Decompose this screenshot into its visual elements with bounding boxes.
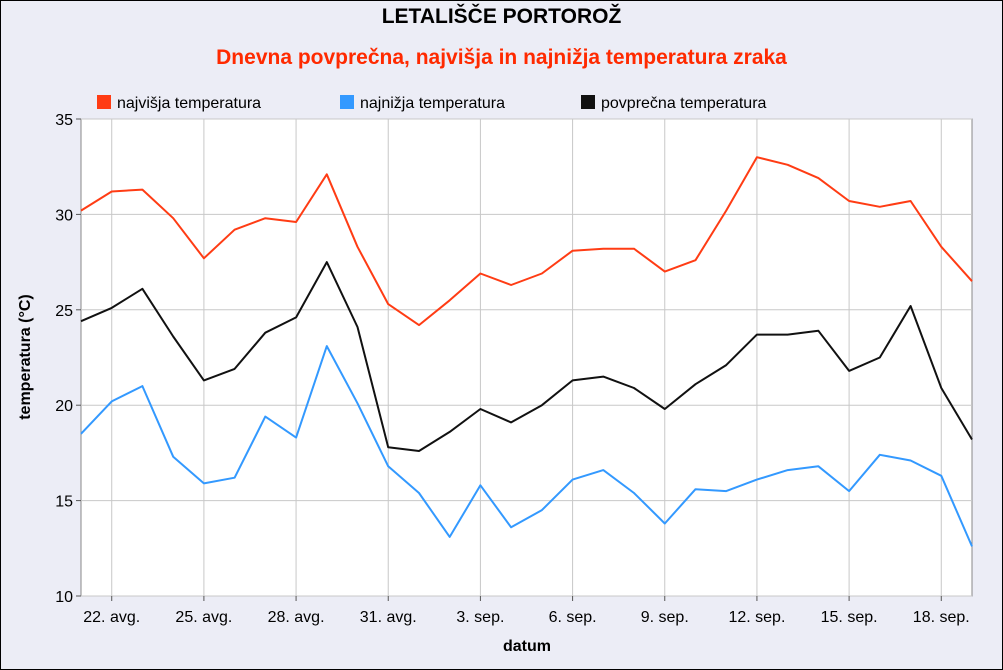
- legend-label: povprečna temperatura: [601, 95, 767, 112]
- chart-subtitle: Dnevna povprečna, najvišja in najnižja t…: [216, 46, 787, 69]
- x-tick-label: 18. sep.: [913, 609, 970, 626]
- series-line-2: [80, 345, 973, 547]
- x-tick-label: 3. sep.: [456, 609, 504, 626]
- legend-swatch: [581, 95, 595, 109]
- x-tick-label: 9. sep.: [641, 609, 689, 626]
- plot-area: [80, 118, 973, 597]
- y-tick-label: 10: [55, 589, 73, 606]
- grid-lines: [81, 118, 972, 597]
- x-axis-title: datum: [503, 638, 551, 655]
- y-axis-ticks: 10 15 20 25 30 35: [55, 112, 81, 606]
- x-tick-label: 12. sep.: [728, 609, 785, 626]
- series-line-3: [80, 261, 973, 452]
- legend-label: najnižja temperatura: [360, 95, 505, 112]
- x-axis-ticks: 22. avg. 25. avg. 28. avg. 31. avg. 3. sep. 6…: [83, 596, 970, 626]
- y-axis-title: temperatura (°C): [17, 294, 34, 420]
- y-tick-label: 30: [55, 207, 73, 224]
- x-tick-label: 6. sep.: [549, 609, 597, 626]
- legend-label: najvišja temperatura: [117, 95, 261, 112]
- legend-swatch: [97, 95, 111, 109]
- x-tick-label: 25. avg.: [175, 609, 232, 626]
- x-tick-label: 22. avg.: [83, 609, 140, 626]
- x-tick-label: 31. avg.: [360, 609, 417, 626]
- x-tick-label: 28. avg.: [268, 609, 325, 626]
- series-lines: [80, 156, 973, 547]
- chart-title: LETALIŠČE PORTOROŽ: [381, 5, 622, 28]
- x-tick-label: 15. sep.: [821, 609, 878, 626]
- y-tick-label: 15: [55, 494, 73, 511]
- y-tick-label: 35: [55, 112, 73, 129]
- y-tick-label: 20: [55, 398, 73, 415]
- y-tick-label: 25: [55, 303, 73, 320]
- legend: najvišja temperatura najnižja temperatura…: [97, 95, 767, 112]
- legend-swatch: [340, 95, 354, 109]
- series-line-1: [80, 156, 973, 327]
